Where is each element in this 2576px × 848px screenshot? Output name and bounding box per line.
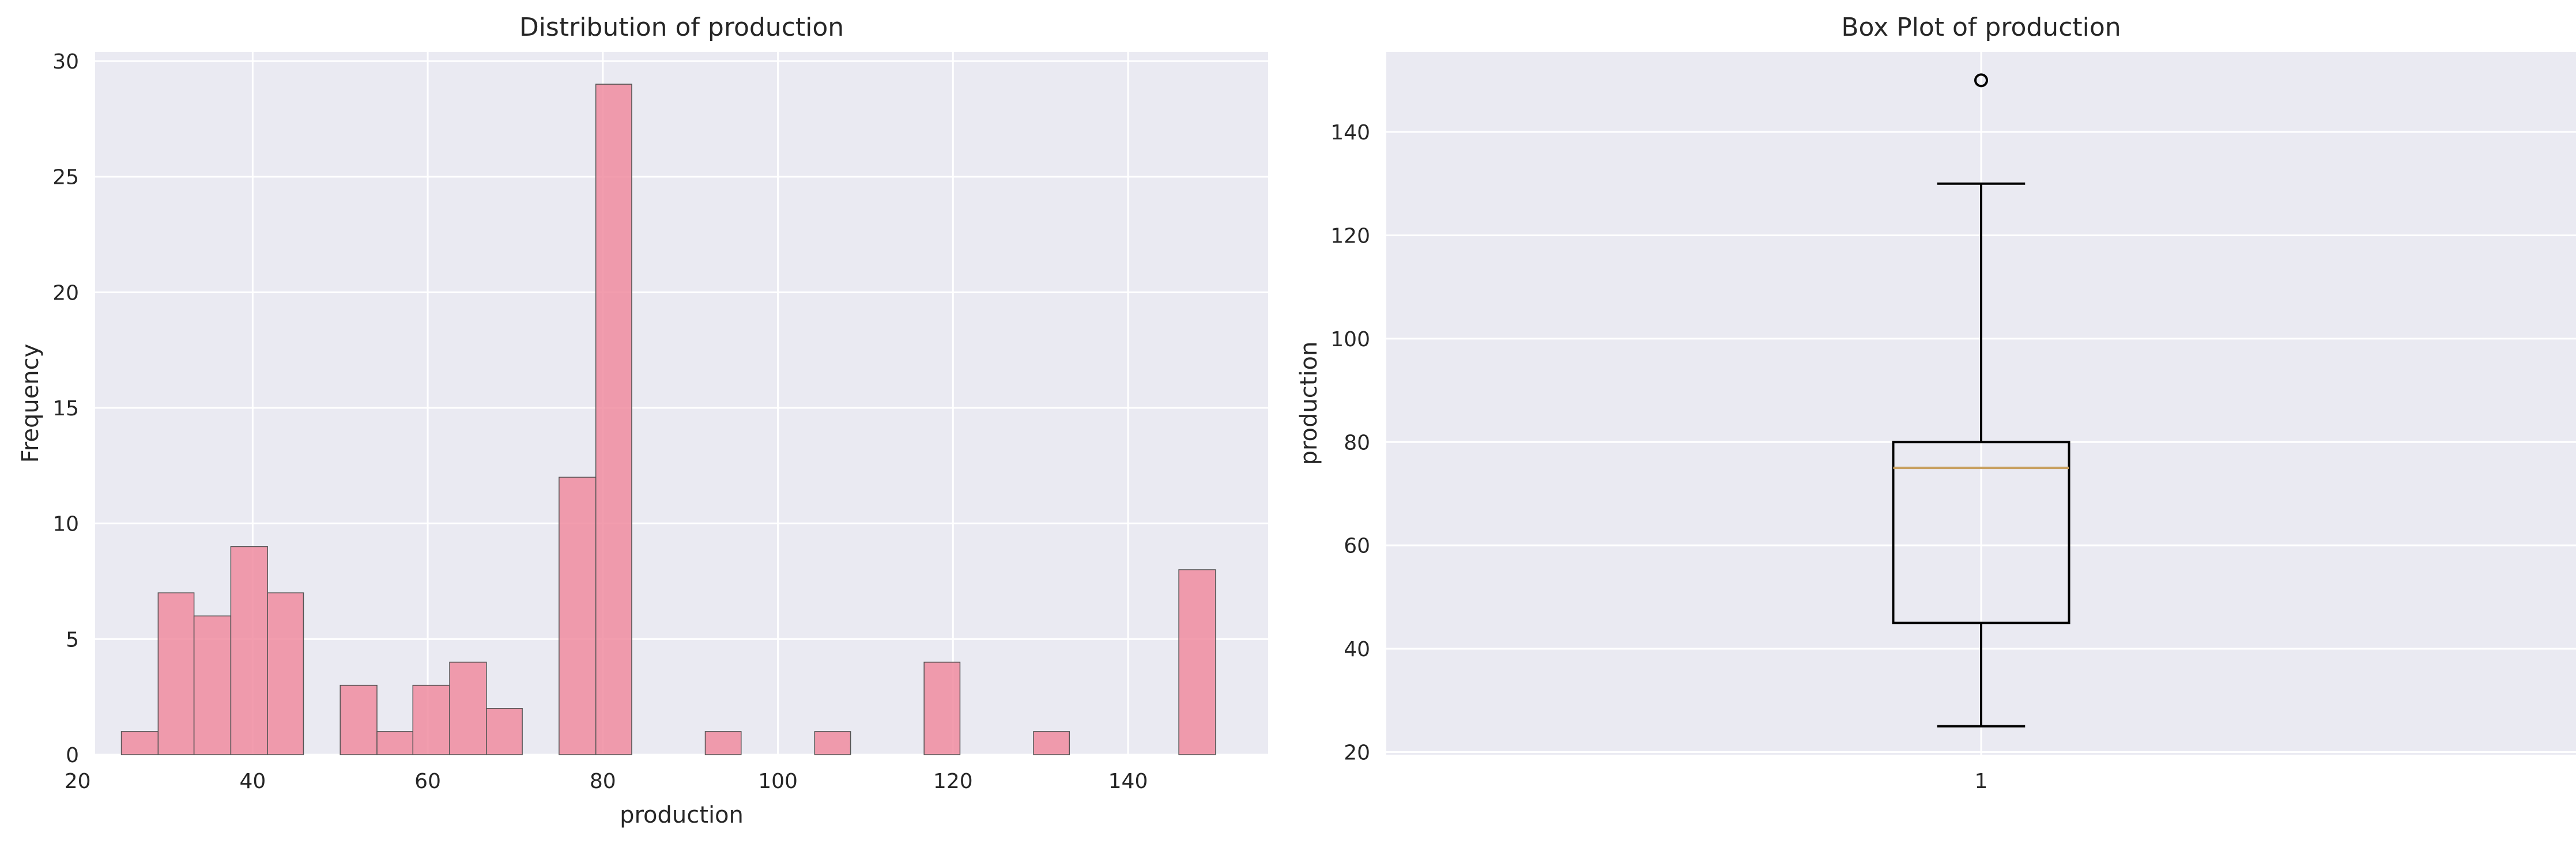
y-tick-label: 25 (52, 166, 79, 190)
histogram-bar (595, 84, 632, 755)
x-tick-label: 100 (758, 770, 798, 793)
x-tick-label: 60 (414, 770, 441, 793)
histogram-bar (449, 661, 487, 755)
histogram-bars (120, 84, 1216, 755)
y-tick-label: 40 (1344, 638, 1370, 661)
y-tick-label: 20 (1344, 741, 1370, 765)
histogram-bar (120, 731, 159, 755)
y-tick-label: 20 (52, 281, 79, 305)
x-tick-label: 140 (1108, 770, 1148, 793)
x-tick-label: 1 (1975, 770, 1988, 793)
y-tick-label: 10 (52, 513, 79, 536)
histogram-bar (1033, 731, 1070, 755)
histogram-bar (157, 592, 195, 755)
histogram-y-ticks: 0 5 10 15 20 25 30 (52, 50, 79, 767)
histogram-x-axis-label: production (620, 802, 744, 828)
y-tick-label: 120 (1330, 224, 1370, 248)
histogram-bar (486, 707, 523, 755)
histogram-bar (267, 592, 304, 755)
histogram-bar (230, 546, 268, 755)
boxplot-x-ticks: 1 (1975, 770, 1988, 793)
y-tick-label: 80 (1344, 431, 1370, 455)
x-tick-label: 120 (933, 770, 973, 793)
y-tick-label: 5 (66, 628, 79, 652)
y-tick-label: 15 (52, 397, 79, 421)
histogram-bar (1178, 569, 1216, 755)
y-tick-label: 140 (1330, 121, 1370, 145)
histogram-bar (340, 684, 378, 755)
histogram-bar (193, 615, 232, 755)
histogram-bar (814, 731, 851, 755)
histogram-panel: 20 40 60 80 100 120 140 0 5 10 15 20 25 30 Distribut… (17, 13, 1268, 828)
histogram-bar (559, 476, 597, 755)
boxplot-y-axis-label: production (1296, 342, 1322, 465)
boxplot-panel: 1 20 40 60 80 100 120 140 Box Plot of producti… (1296, 13, 2576, 793)
outlier-point (1974, 73, 1988, 88)
x-tick-label: 20 (65, 770, 91, 793)
histogram-bar (704, 731, 742, 755)
y-tick-label: 30 (52, 50, 79, 74)
histogram-bar (923, 661, 961, 755)
y-tick-label: 60 (1344, 535, 1370, 558)
iqr-box (1892, 441, 2070, 624)
boxplot-title: Box Plot of production (1841, 13, 2121, 42)
boxplot-marks (1892, 73, 2070, 728)
x-tick-label: 80 (590, 770, 616, 793)
histogram-bar (376, 731, 414, 755)
histogram-bar (412, 684, 450, 755)
histogram-x-ticks: 20 40 60 80 100 120 140 (65, 770, 1148, 793)
boxplot-y-ticks: 20 40 60 80 100 120 140 (1330, 121, 1370, 764)
histogram-title: Distribution of production (519, 13, 844, 42)
x-tick-label: 40 (239, 770, 266, 793)
histogram-y-axis-label: Frequency (17, 344, 44, 463)
y-tick-label: 0 (66, 744, 79, 767)
y-tick-label: 100 (1330, 328, 1370, 351)
